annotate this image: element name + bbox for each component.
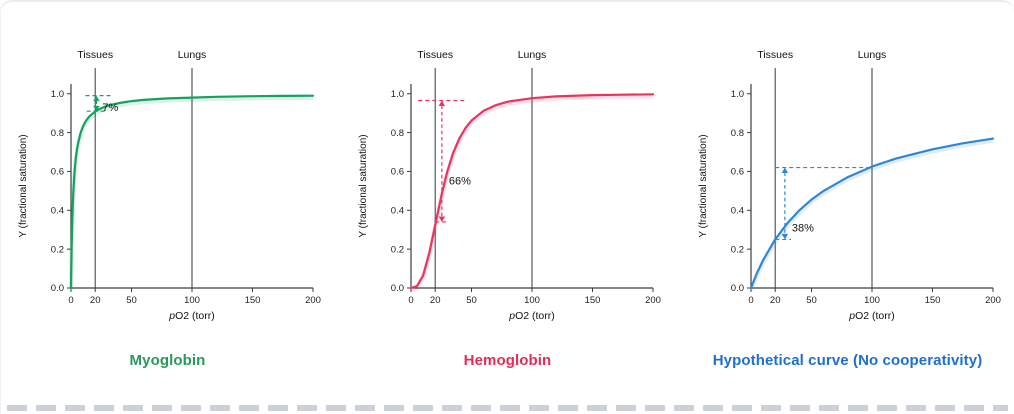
svg-text:Y (fractional saturation): Y (fractional saturation) [698,134,709,237]
svg-text:Y (fractional saturation): Y (fractional saturation) [18,134,29,237]
svg-text:Lungs: Lungs [857,49,886,61]
hemoglobin-chart: Tissues Lungs 0.0 0.2 0.4 0.6 0.8 1.0 0 20 50 100 15… [358,49,661,322]
svg-text:20: 20 [89,295,100,306]
svg-text:1.0: 1.0 [50,89,63,100]
svg-text:150: 150 [244,295,260,306]
svg-text:0.4: 0.4 [390,205,403,216]
svg-text:0.8: 0.8 [50,128,63,139]
svg-text:0.4: 0.4 [50,205,63,216]
svg-text:0.2: 0.2 [730,244,743,255]
svg-text:200: 200 [985,295,1001,306]
svg-text:7%: 7% [102,102,118,114]
svg-text:0.0: 0.0 [390,283,403,294]
svg-text:200: 200 [645,295,661,306]
svg-text:50: 50 [806,295,817,306]
svg-text:100: 100 [524,295,540,306]
svg-text:0.4: 0.4 [730,205,743,216]
svg-text:1.0: 1.0 [390,89,403,100]
svg-text:0.0: 0.0 [50,283,63,294]
svg-text:pO2 (torr): pO2 (torr) [168,310,215,322]
svg-text:50: 50 [466,295,477,306]
svg-text:0: 0 [408,295,413,306]
chart-panel-myoglobin: Tissues Lungs 0.0 0.2 0.4 0.6 0.8 1.0 0 20 50 100 15… [5,42,331,369]
svg-text:Lungs: Lungs [177,49,206,61]
svg-text:1.0: 1.0 [730,89,743,100]
svg-text:0.8: 0.8 [730,128,743,139]
charts-row: Tissues Lungs 0.0 0.2 0.4 0.6 0.8 1.0 0 20 50 100 15… [1,2,1014,369]
chart-panel-hemoglobin: Tissues Lungs 0.0 0.2 0.4 0.6 0.8 1.0 0 20 50 100 15… [345,42,671,369]
chart-title-hypothetical: Hypothetical curve (No cooperativity) [712,352,983,369]
svg-text:100: 100 [184,295,200,306]
svg-text:0.0: 0.0 [730,283,743,294]
chart-title-myoglobin: Myoglobin [129,352,206,369]
svg-text:Lungs: Lungs [517,49,546,61]
svg-text:0.6: 0.6 [730,167,743,178]
myoglobin-chart: Tissues Lungs 0.0 0.2 0.4 0.6 0.8 1.0 0 20 50 100 15… [18,49,321,322]
svg-text:38%: 38% [791,222,813,234]
svg-text:100: 100 [864,295,880,306]
svg-text:pO2 (torr): pO2 (torr) [848,310,895,322]
svg-text:20: 20 [769,295,780,306]
svg-text:0: 0 [748,295,753,306]
svg-text:0.2: 0.2 [50,244,63,255]
svg-text:Tissues: Tissues [757,49,793,61]
svg-text:150: 150 [924,295,940,306]
svg-text:50: 50 [126,295,137,306]
svg-text:Tissues: Tissues [77,49,113,61]
svg-text:0.6: 0.6 [50,167,63,178]
svg-text:150: 150 [584,295,600,306]
svg-text:Tissues: Tissues [417,49,453,61]
svg-text:0.8: 0.8 [390,128,403,139]
svg-text:20: 20 [429,295,440,306]
chart-title-hemoglobin: Hemoglobin [463,352,552,369]
svg-text:200: 200 [305,295,321,306]
page-edge-dashes [7,405,1008,411]
svg-text:0: 0 [68,295,73,306]
svg-text:0.2: 0.2 [390,244,403,255]
chart-panel-hypothetical: Tissues Lungs 0.0 0.2 0.4 0.6 0.8 1.0 0 20 50 100 15… [685,42,1011,369]
svg-text:Y (fractional saturation): Y (fractional saturation) [358,134,369,237]
svg-text:pO2 (torr): pO2 (torr) [508,310,555,322]
svg-text:66%: 66% [448,176,470,188]
hypothetical-curve-chart: Tissues Lungs 0.0 0.2 0.4 0.6 0.8 1.0 0 20 50 100 15… [698,49,1001,322]
svg-text:0.6: 0.6 [390,167,403,178]
